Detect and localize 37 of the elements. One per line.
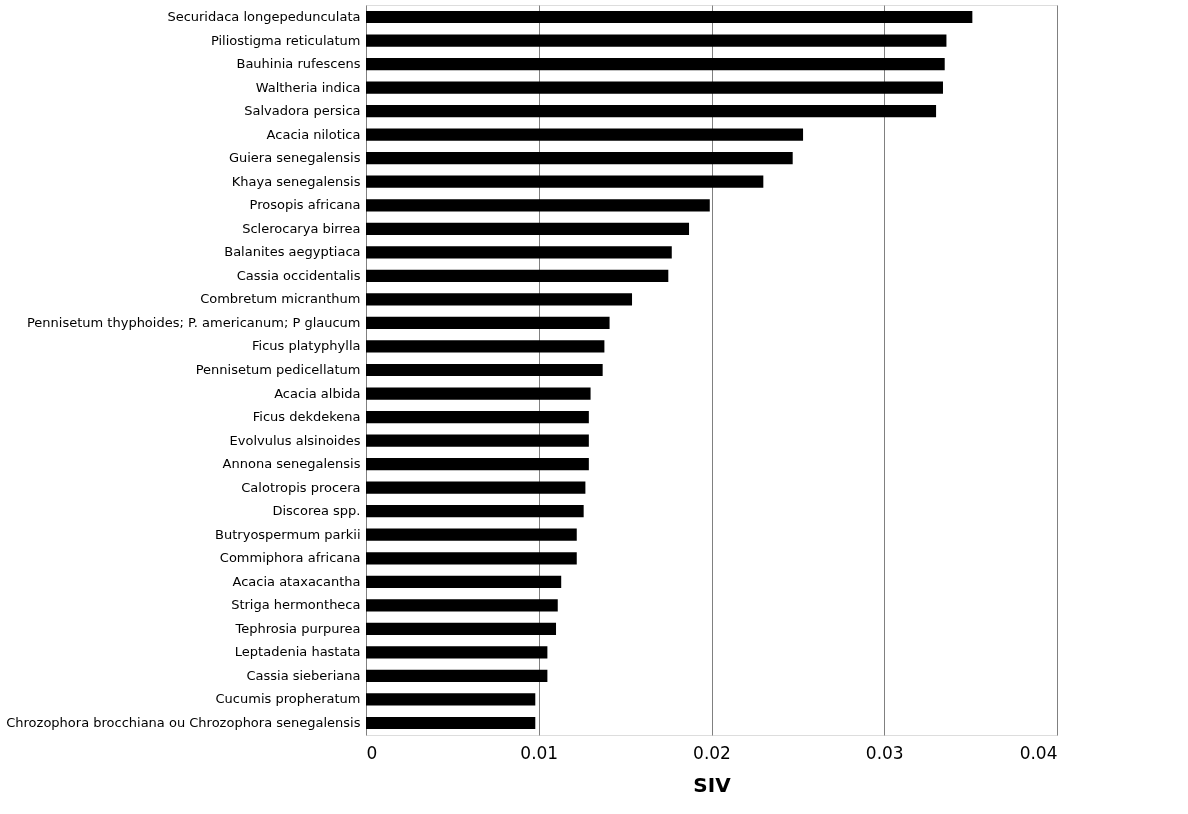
y-tick-label: Pennisetum thyphoides; P. americanum; P glaucum	[26, 314, 361, 330]
y-tick-label: Cassia occidentalis	[236, 267, 361, 283]
x-tick-label: 0.01	[520, 742, 559, 763]
y-tick-label: Leptadenia hastata	[234, 644, 361, 660]
y-tick-label: Annona senegalensis	[222, 456, 361, 472]
y-tick-label: Balanites aegyptiaca	[224, 244, 361, 260]
y-tick-label: Evolvulus alsinoides	[229, 432, 361, 448]
y-tick-label: Tephrosia purpurea	[234, 620, 361, 636]
y-tick-label: Ficus platyphylla	[252, 338, 361, 354]
x-tick-label: 0	[366, 742, 378, 763]
y-tick-label: Pennisetum pedicellatum	[195, 362, 361, 377]
y-tick-label: Waltheria indica	[255, 79, 361, 95]
y-tick-label: Calotropis procera	[241, 479, 361, 495]
x-axis-title: SIV	[693, 772, 732, 797]
y-tick-label: Khaya senegalensis	[231, 173, 361, 189]
x-tick-label: 0.03	[865, 742, 904, 763]
y-tick-label: Discorea spp.	[272, 503, 361, 519]
x-tick-label: 0.04	[1019, 742, 1058, 763]
y-tick-label: Striga hermontheca	[231, 597, 361, 613]
x-tick-label: 0.02	[693, 742, 731, 763]
y-tick-label: Acacia nilotica	[266, 126, 361, 142]
y-tick-label: Bauhinia rufescens	[236, 56, 361, 72]
y-tick-label: Cassia sieberiana	[246, 667, 361, 683]
y-tick-label: Combretum micranthum	[200, 291, 361, 307]
y-tick-label: Salvadora persica	[244, 103, 361, 119]
y-tick-label: Chrozophora brocchiana ou Chrozophora senegalensis	[6, 715, 361, 730]
y-tick-label: Piliostigma reticulatum	[210, 32, 361, 48]
y-tick-label: Guiera senegalensis	[228, 150, 361, 166]
y-tick-label: Securidaca longepedunculata	[167, 9, 361, 24]
y-tick-label: Commiphora africana	[219, 550, 361, 566]
y-tick-label: Prosopis africana	[249, 197, 361, 213]
y-tick-label: Butryospermum parkii	[215, 526, 361, 542]
y-tick-label: Ficus dekdekena	[252, 409, 361, 425]
y-tick-label: Acacia albida	[274, 385, 361, 401]
y-tick-label: Sclerocarya birrea	[242, 220, 361, 236]
y-tick-label: Cucumis propheratum	[215, 691, 361, 707]
y-tick-label: Acacia ataxacantha	[232, 573, 361, 589]
